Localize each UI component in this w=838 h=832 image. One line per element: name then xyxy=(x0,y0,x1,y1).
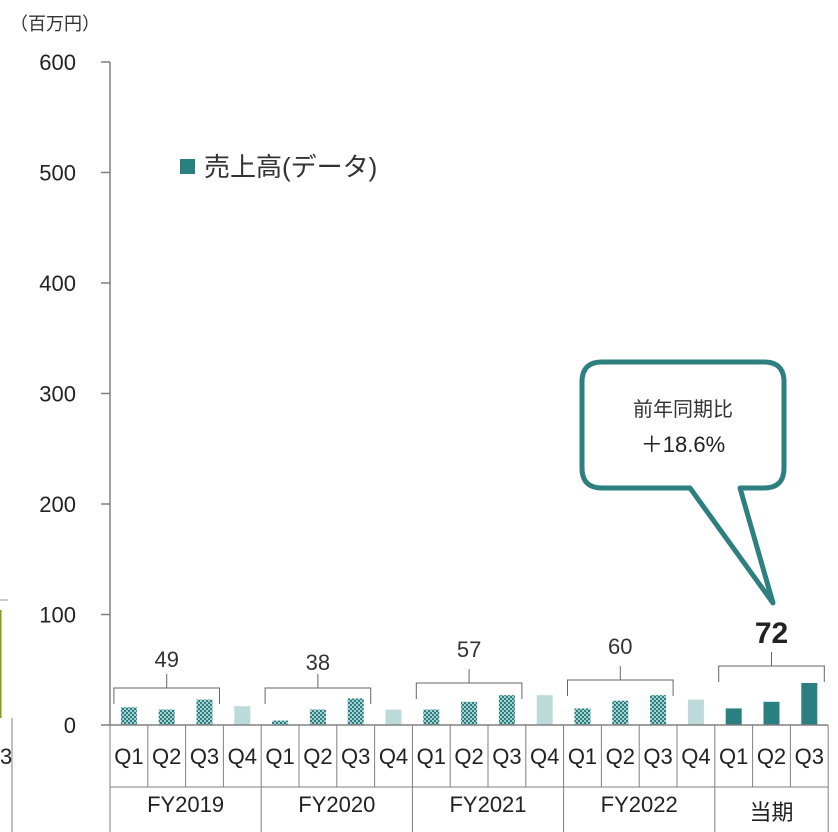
y-tick-label: 500 xyxy=(39,161,76,186)
x-group-label: FY2021 xyxy=(449,792,526,817)
y-tick-label: 0 xyxy=(64,713,76,738)
group-total-label: 60 xyxy=(608,634,632,659)
y-tick-label: 200 xyxy=(39,492,76,517)
bar xyxy=(763,701,780,725)
x-tick-label: Q3 xyxy=(795,744,824,769)
y-tick-label: 400 xyxy=(39,271,76,296)
x-tick-label: Q3 xyxy=(643,744,672,769)
x-tick-label: Q2 xyxy=(454,744,483,769)
bar xyxy=(725,708,742,725)
group-bracket xyxy=(264,674,372,704)
callout-line2: ＋18.6% xyxy=(641,432,725,457)
unit-label: （百万円） xyxy=(10,14,100,34)
x-tick-label: Q1 xyxy=(114,744,143,769)
x-tick-label: Q2 xyxy=(152,744,181,769)
y-tick-label: 100 xyxy=(39,603,76,628)
bars xyxy=(120,683,818,725)
callout: 前年同期比 ＋18.6% xyxy=(579,359,787,606)
x-group-label: FY2022 xyxy=(601,792,678,817)
group-bracket xyxy=(415,669,523,699)
y-axis-ticks: 600 500 400 300 200 100 0 xyxy=(39,50,110,738)
y-tick-label: 300 xyxy=(39,382,76,407)
x-group-label: FY2020 xyxy=(298,792,375,817)
callout-line1: 前年同期比 xyxy=(633,398,733,421)
bar xyxy=(574,708,591,725)
bar xyxy=(196,699,213,725)
bar xyxy=(612,700,629,725)
x-tick-label: Q2 xyxy=(606,744,635,769)
x-group-label: FY2019 xyxy=(147,792,224,817)
group-total-label: 38 xyxy=(306,650,330,675)
bar xyxy=(272,720,289,725)
bar xyxy=(650,695,667,725)
x-group-label: 当期 xyxy=(749,800,793,825)
legend-label: 売上高(データ) xyxy=(204,152,377,182)
group-bracket xyxy=(567,666,674,696)
bar xyxy=(801,683,818,725)
x-tick-label: Q3 xyxy=(190,744,219,769)
group-total-label: 49 xyxy=(154,647,178,672)
bar xyxy=(687,699,704,725)
x-tick-label: Q2 xyxy=(757,744,786,769)
group-bracket xyxy=(718,652,825,682)
group-brackets: 49 38 57 60 72 xyxy=(113,617,825,704)
callout-bubble xyxy=(579,359,787,606)
x-tick-label: Q1 xyxy=(417,744,446,769)
x-tick-label: Q4 xyxy=(228,744,257,769)
bar xyxy=(120,707,137,725)
x-tick-label: Q3 xyxy=(341,744,370,769)
x-tick-label: Q1 xyxy=(568,744,597,769)
bar xyxy=(498,695,515,725)
bar xyxy=(347,698,364,725)
x-tick-label: Q2 xyxy=(303,744,332,769)
clipped-tick-label: 3 xyxy=(0,744,12,769)
bar xyxy=(423,709,440,725)
x-tick-label: Q3 xyxy=(492,744,521,769)
x-tick-label: Q1 xyxy=(265,744,294,769)
bar xyxy=(158,709,175,725)
legend-swatch xyxy=(180,159,195,174)
legend: 売上高(データ) xyxy=(180,152,377,182)
x-tick-label: Q4 xyxy=(681,744,710,769)
x-tick-label: Q4 xyxy=(379,744,408,769)
x-axis-table: Q1 Q2 Q3 Q4 Q1 Q2 Q3 Q4 Q1 Q2 Q3 Q4 Q1 Q2 Q3 Q4 Q1 Q2 Q3 FY… xyxy=(109,724,829,832)
bar xyxy=(536,695,553,725)
group-total-label: 57 xyxy=(457,637,481,662)
group-bracket xyxy=(113,674,220,704)
x-tick-label: Q1 xyxy=(719,744,748,769)
bar xyxy=(234,706,251,725)
bar xyxy=(309,709,326,725)
group-total-label: 72 xyxy=(755,617,788,650)
bar xyxy=(461,701,478,725)
x-tick-label: Q4 xyxy=(530,744,559,769)
y-tick-label: 600 xyxy=(39,50,76,75)
bar xyxy=(385,709,402,725)
